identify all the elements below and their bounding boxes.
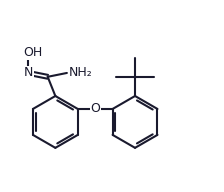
Text: O: O: [90, 103, 100, 115]
Text: OH: OH: [24, 46, 43, 59]
Text: NH₂: NH₂: [69, 65, 93, 79]
Text: N: N: [24, 66, 33, 79]
